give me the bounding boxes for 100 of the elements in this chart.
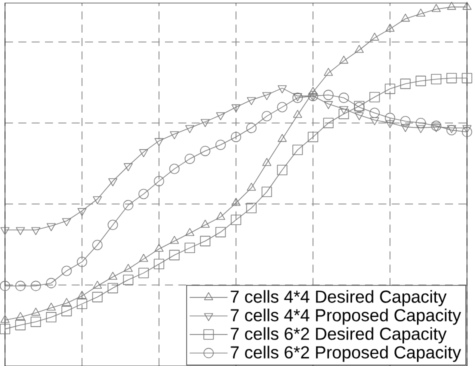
point (139, 254, 148, 262)
point (62, 298, 72, 306)
point (338, 108, 349, 120)
point (154, 258, 164, 270)
point (200, 146, 210, 156)
point (400, 124, 410, 132)
point (416, 76, 426, 86)
point (308, 90, 318, 102)
point (92, 280, 102, 289)
point (185, 228, 194, 236)
point (46, 302, 56, 311)
point (78, 208, 86, 216)
point (431, 120, 442, 131)
point (61, 266, 72, 276)
point (324, 101, 333, 110)
point (92, 240, 103, 250)
point (416, 118, 426, 128)
point (184, 154, 195, 164)
point (215, 226, 226, 238)
point (354, 112, 364, 120)
point (123, 200, 134, 210)
point (246, 122, 257, 134)
point (170, 131, 179, 140)
point (324, 68, 333, 76)
point (308, 132, 318, 142)
point (31, 308, 40, 316)
point (278, 134, 287, 142)
point (46, 312, 56, 322)
point (169, 164, 180, 174)
point (230, 214, 242, 226)
point (16, 312, 25, 320)
point (278, 85, 287, 94)
legend-label: 7 cells 6*2 Proposed Capacity (230, 346, 462, 362)
point (76, 298, 88, 310)
point (46, 223, 56, 232)
point (246, 202, 257, 214)
point (369, 92, 380, 102)
point (232, 198, 240, 206)
point (92, 292, 103, 302)
point (386, 24, 394, 32)
point (124, 163, 133, 172)
point (200, 119, 210, 128)
point (446, 72, 457, 84)
point (108, 220, 118, 230)
point (169, 250, 180, 260)
point (292, 144, 303, 156)
point (432, 124, 441, 132)
point (416, 8, 426, 17)
point (338, 92, 349, 103)
point (400, 14, 410, 22)
point (46, 278, 56, 288)
point (76, 256, 88, 268)
point (246, 182, 256, 191)
point (431, 74, 442, 84)
point (0, 280, 10, 292)
point (369, 108, 380, 118)
point (139, 149, 148, 158)
point (384, 84, 396, 94)
point (293, 110, 302, 118)
point (232, 104, 240, 112)
legend-label: 7 cells 4*4 Desired Capacity (230, 290, 447, 306)
point (154, 176, 164, 186)
point (124, 264, 133, 272)
point (230, 132, 242, 142)
point (31, 227, 40, 236)
point (386, 120, 394, 128)
point (123, 274, 134, 285)
point (216, 212, 226, 220)
point (185, 125, 194, 134)
point (323, 90, 334, 100)
point (447, 2, 456, 10)
point (462, 72, 472, 84)
point (277, 164, 288, 176)
point (170, 236, 179, 244)
point (30, 316, 41, 327)
point (246, 97, 256, 106)
point (0, 314, 10, 323)
point (432, 4, 441, 12)
point (354, 44, 364, 53)
point (200, 220, 210, 228)
point (400, 78, 411, 89)
point (416, 125, 426, 134)
point (30, 280, 41, 292)
point (108, 178, 118, 186)
point (108, 272, 118, 280)
point (339, 106, 348, 114)
legend-label: 7 cells 6*2 Desired Capacity (230, 327, 447, 344)
point (62, 218, 72, 226)
point (400, 116, 411, 126)
point (154, 244, 164, 252)
point (370, 32, 380, 41)
point (16, 227, 25, 236)
point (308, 86, 318, 95)
point (108, 282, 118, 294)
point (277, 102, 288, 112)
point (0, 324, 10, 334)
point (138, 268, 149, 278)
point (262, 92, 272, 100)
point (323, 118, 334, 128)
point (262, 186, 272, 198)
